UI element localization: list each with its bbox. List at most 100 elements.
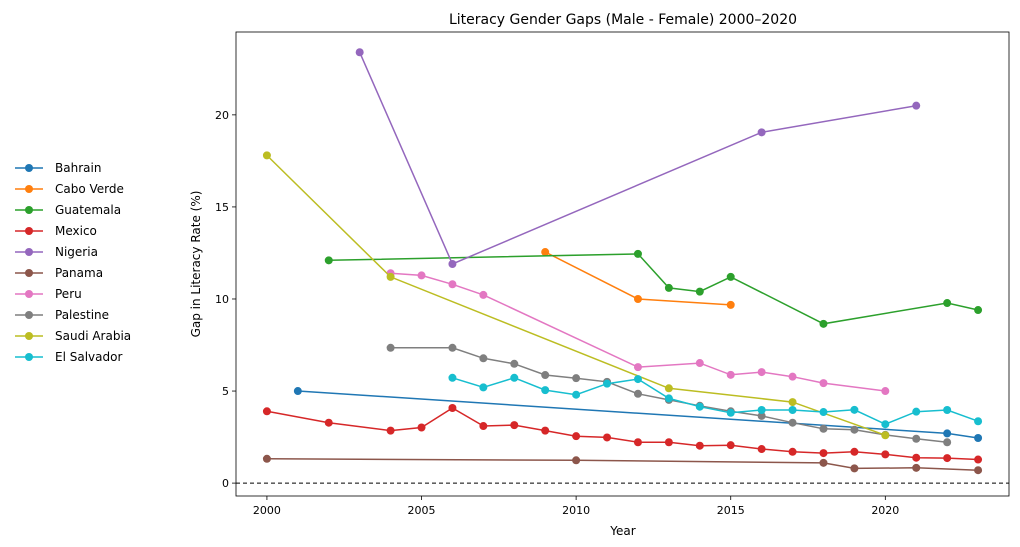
data-point: [726, 300, 735, 309]
data-point: [943, 429, 952, 438]
data-point: [572, 374, 581, 383]
data-point: [664, 283, 673, 292]
data-point: [850, 405, 859, 414]
data-point: [633, 363, 642, 372]
data-point: [757, 406, 766, 415]
data-point: [633, 249, 642, 258]
data-point: [479, 383, 488, 392]
legend-entry: Panama: [15, 266, 103, 280]
y-axis: 0 5 10 15 20: [215, 109, 236, 490]
legend-marker: [25, 311, 33, 319]
data-point: [664, 438, 673, 447]
legend-marker: [25, 353, 33, 361]
data-point: [510, 359, 519, 368]
data-point: [788, 418, 797, 427]
legend-label: Cabo Verde: [55, 182, 124, 196]
x-tick-label: 2000: [253, 504, 281, 517]
data-point: [664, 394, 673, 403]
data-point: [850, 464, 859, 473]
data-point: [293, 387, 302, 396]
chart-title: Literacy Gender Gaps (Male - Female) 200…: [449, 12, 797, 28]
data-point: [881, 387, 890, 396]
data-point: [603, 433, 612, 442]
legend-label: Nigeria: [55, 245, 98, 259]
data-point: [788, 372, 797, 381]
data-point: [788, 398, 797, 407]
series-line: [390, 272, 886, 392]
data-point: [541, 426, 550, 435]
legend-label: Bahrain: [55, 161, 101, 175]
data-point: [757, 128, 766, 137]
legend-marker: [25, 185, 33, 193]
data-point: [819, 458, 828, 467]
legend-marker: [25, 290, 33, 298]
data-point: [726, 408, 735, 417]
legend-entry: El Salvador: [15, 350, 122, 364]
series-nigeria: [355, 48, 921, 268]
data-point: [633, 389, 642, 398]
x-tick-label: 2010: [562, 504, 590, 517]
x-tick-label: 2020: [871, 504, 899, 517]
data-point: [633, 294, 642, 303]
series-el-salvador: [448, 373, 983, 429]
series-guatemala: [324, 249, 983, 328]
data-point: [664, 384, 673, 393]
x-axis: 2000 2005 2010 2015 2020: [253, 496, 899, 517]
data-point: [726, 441, 735, 450]
data-point: [726, 370, 735, 379]
data-point: [912, 434, 921, 443]
data-point: [757, 368, 766, 377]
data-point: [541, 248, 550, 257]
data-point: [417, 271, 426, 280]
data-point: [695, 287, 704, 296]
series-bahrain: [293, 387, 983, 442]
data-point: [881, 420, 890, 429]
legend: Bahrain Cabo Verde Guatemala Mexico Nigeria P…: [15, 161, 131, 364]
data-point: [912, 453, 921, 462]
data-point: [943, 406, 952, 415]
legend-label: El Salvador: [55, 350, 122, 364]
data-point: [262, 151, 271, 160]
data-point: [726, 272, 735, 281]
data-point: [479, 354, 488, 363]
data-point: [757, 445, 766, 454]
y-tick-label: 20: [215, 109, 229, 122]
legend-marker: [25, 164, 33, 172]
legend-label: Peru: [55, 287, 82, 301]
data-point: [510, 373, 519, 382]
data-point: [541, 386, 550, 395]
legend-entry: Bahrain: [15, 161, 101, 175]
data-point: [386, 426, 395, 435]
legend-entry: Cabo Verde: [15, 182, 124, 196]
data-point: [788, 406, 797, 415]
x-tick-label: 2015: [717, 504, 745, 517]
series-line: [297, 390, 979, 439]
legend-marker: [25, 332, 33, 340]
data-point: [417, 423, 426, 432]
legend-entry: Peru: [15, 287, 82, 301]
data-point: [943, 454, 952, 463]
data-point: [912, 101, 921, 110]
data-point: [355, 48, 364, 57]
series-peru: [386, 269, 890, 396]
y-tick-label: 10: [215, 293, 229, 306]
legend-label: Mexico: [55, 224, 97, 238]
data-point: [788, 447, 797, 456]
data-point: [479, 290, 488, 299]
series-line: [328, 253, 979, 325]
data-point: [448, 260, 457, 268]
legend-marker: [25, 248, 33, 256]
data-point: [881, 431, 890, 440]
legend-label: Saudi Arabia: [55, 329, 131, 343]
data-point: [850, 425, 859, 434]
data-point: [572, 456, 581, 465]
data-point: [386, 343, 395, 352]
data-point: [974, 306, 983, 315]
legend-entry: Saudi Arabia: [15, 329, 131, 343]
data-point: [603, 379, 612, 388]
data-point: [572, 390, 581, 399]
legend-label: Palestine: [55, 308, 109, 322]
data-point: [757, 411, 766, 420]
data-point: [262, 454, 271, 463]
